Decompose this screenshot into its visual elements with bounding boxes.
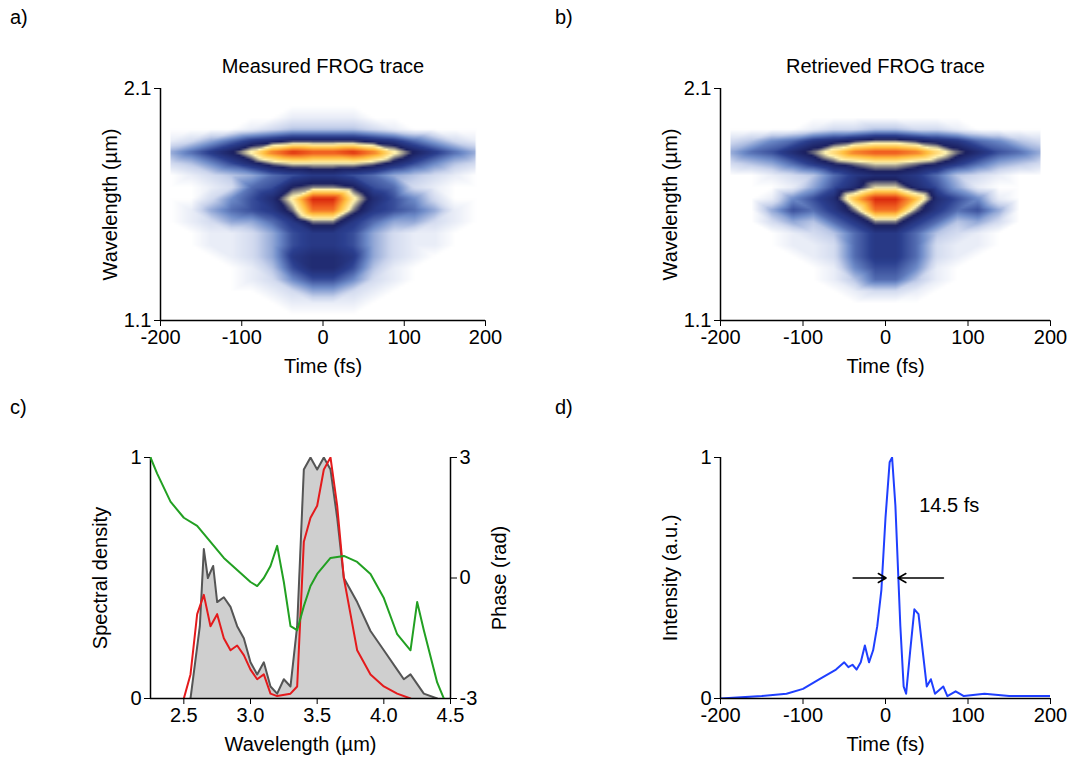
svg-text:Wavelength (µm): Wavelength (µm): [99, 129, 121, 281]
svg-text:0: 0: [880, 704, 891, 726]
svg-text:1.1: 1.1: [683, 308, 712, 331]
svg-text:-100: -100: [783, 704, 823, 726]
svg-text:Wavelength (µm): Wavelength (µm): [225, 733, 377, 755]
svg-text:3.5: 3.5: [303, 704, 331, 726]
svg-text:Time (fs): Time (fs): [846, 355, 924, 377]
svg-text:-100: -100: [783, 326, 823, 348]
svg-text:4.5: 4.5: [436, 703, 465, 726]
svg-text:Spectral density: Spectral density: [89, 507, 111, 649]
svg-text:100: 100: [951, 704, 984, 726]
html-text:a): a): [10, 6, 28, 28]
svg-text:Wavelength (µm): Wavelength (µm): [659, 129, 681, 281]
svg-text:1.1: 1.1: [123, 308, 152, 331]
svg-text:-100: -100: [222, 326, 262, 348]
svg-text:200: 200: [1034, 704, 1067, 726]
svg-text:0: 0: [880, 326, 891, 348]
svg-text:4.0: 4.0: [370, 704, 398, 726]
html-text:b): b): [555, 6, 573, 28]
svg-text:3: 3: [460, 446, 471, 468]
svg-text:0: 0: [130, 687, 141, 709]
svg-text:0: 0: [460, 566, 471, 588]
svg-text:200: 200: [469, 326, 502, 348]
svg-text:100: 100: [388, 326, 421, 348]
svg-text:0: 0: [317, 326, 328, 348]
svg-text:1: 1: [700, 446, 711, 468]
svg-text:3.0: 3.0: [237, 704, 265, 726]
html-text:c): c): [10, 396, 27, 418]
html-text:d): d): [555, 396, 573, 418]
svg-text:2.1: 2.1: [124, 77, 152, 99]
svg-text:Time (fs): Time (fs): [846, 733, 924, 755]
svg-text:-3: -3: [460, 687, 478, 709]
svg-text:0: 0: [700, 686, 712, 709]
svg-text:-200: -200: [140, 326, 180, 348]
svg-text:Measured FROG trace: Measured FROG trace: [222, 55, 424, 77]
svg-text:14.5 fs: 14.5 fs: [919, 494, 979, 516]
svg-text:Intensity (a.u.): Intensity (a.u.): [659, 515, 681, 642]
svg-text:Retrieved FROG trace: Retrieved FROG trace: [786, 55, 985, 77]
svg-text:2.1: 2.1: [684, 77, 712, 99]
svg-text:2.5: 2.5: [170, 704, 198, 726]
svg-text:-200: -200: [700, 326, 740, 348]
svg-text:Time (fs): Time (fs): [284, 355, 362, 377]
svg-text:-200: -200: [700, 704, 740, 726]
svg-text:Phase (rad): Phase (rad): [488, 526, 510, 631]
svg-text:1: 1: [130, 446, 141, 468]
svg-text:100: 100: [951, 326, 984, 348]
svg-text:200: 200: [1034, 326, 1067, 348]
